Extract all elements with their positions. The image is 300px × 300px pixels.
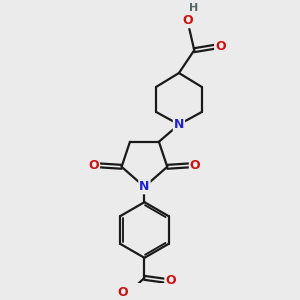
Text: O: O — [190, 159, 200, 172]
Text: O: O — [88, 159, 99, 172]
Text: O: O — [165, 274, 176, 287]
Text: O: O — [182, 14, 193, 27]
Text: O: O — [118, 286, 128, 299]
Text: N: N — [174, 118, 184, 131]
Text: N: N — [139, 180, 150, 193]
Text: O: O — [215, 40, 226, 53]
Text: H: H — [189, 3, 198, 14]
